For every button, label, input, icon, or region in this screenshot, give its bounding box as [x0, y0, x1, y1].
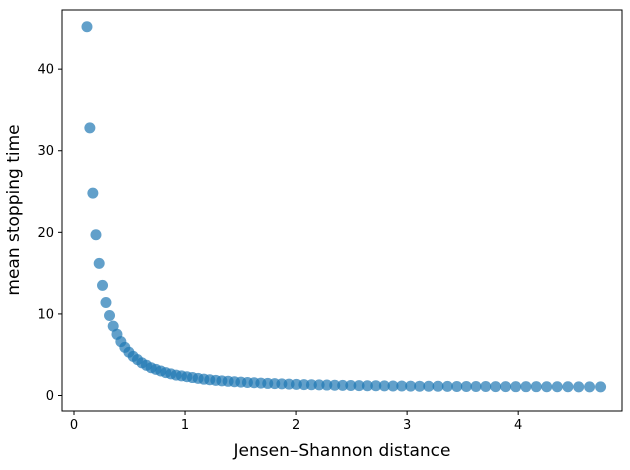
x-tick-label: 3 — [403, 418, 411, 433]
scatter-point — [541, 381, 553, 393]
scatter-point — [573, 381, 585, 393]
scatter-point — [423, 380, 435, 392]
scatter-point — [595, 381, 607, 393]
x-axis-label: Jensen–Shannon distance — [233, 441, 451, 461]
scatter-point — [551, 381, 563, 393]
scatter-point — [520, 381, 532, 393]
scatter-point — [405, 380, 417, 392]
scatter-point — [353, 380, 365, 392]
scatter-point — [84, 122, 96, 134]
y-axis-ticks: 0 10 20 30 40 — [37, 63, 62, 404]
x-axis-ticks: 0 1 2 3 4 — [70, 411, 522, 433]
scatter-point — [329, 379, 341, 391]
scatter-point — [451, 380, 463, 392]
x-tick-label: 0 — [70, 418, 78, 433]
y-axis-label: mean stopping time — [4, 124, 24, 295]
x-tick-label: 2 — [292, 418, 300, 433]
scatter-point — [345, 379, 357, 391]
scatter-point — [480, 381, 492, 393]
scatter-point — [104, 310, 116, 322]
scatter-point — [370, 380, 382, 392]
scatter-point — [500, 381, 512, 393]
scatter-point — [414, 380, 426, 392]
scatter-point — [313, 379, 325, 391]
axes-spines — [61, 9, 623, 412]
scatter-point — [100, 296, 112, 308]
scatter-point — [396, 380, 408, 392]
x-tick-label: 4 — [514, 418, 522, 433]
scatter-point — [432, 380, 444, 392]
scatter-series — [81, 21, 607, 393]
y-tick-label: 30 — [37, 144, 54, 159]
scatter-point — [305, 379, 317, 391]
scatter-point — [441, 380, 453, 392]
scatter-point — [378, 380, 390, 392]
y-tick-label: 0 — [46, 389, 54, 404]
scatter-point — [584, 381, 596, 393]
scatter-point — [90, 229, 102, 241]
scatter-point — [321, 379, 333, 391]
scatter-point — [107, 320, 119, 332]
scatter-point — [93, 257, 105, 269]
scatter-point — [510, 381, 522, 393]
y-tick-label: 40 — [37, 63, 54, 78]
x-tick-label: 1 — [181, 418, 189, 433]
axes-background — [62, 10, 622, 411]
scatter-point — [387, 380, 399, 392]
y-tick-label: 20 — [37, 226, 54, 241]
scatter-point — [490, 381, 502, 393]
scatter-point — [81, 21, 93, 33]
y-tick-label: 10 — [37, 307, 54, 322]
scatter-point — [337, 379, 349, 391]
scatter-point — [470, 381, 482, 393]
scatter-point — [562, 381, 574, 393]
scatter-point — [530, 381, 542, 393]
scatter-point — [361, 380, 373, 392]
scatter-point — [87, 187, 99, 199]
scatter-point — [97, 279, 109, 291]
scatter-point — [460, 380, 472, 392]
